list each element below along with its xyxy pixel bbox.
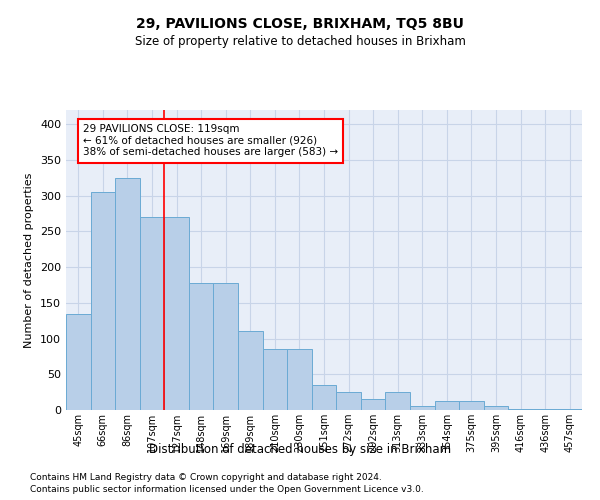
Text: Distribution of detached houses by size in Brixham: Distribution of detached houses by size … [149,442,451,456]
Bar [557,408,582,410]
Bar [459,402,484,410]
Text: Size of property relative to detached houses in Brixham: Size of property relative to detached ho… [134,35,466,48]
Text: Contains HM Land Registry data © Crown copyright and database right 2024.: Contains HM Land Registry data © Crown c… [30,472,382,482]
Bar [287,350,312,410]
Bar [410,406,434,410]
Bar [214,283,238,410]
Bar [115,178,140,410]
Bar [336,392,361,410]
Bar [189,283,214,410]
Text: Contains public sector information licensed under the Open Government Licence v3: Contains public sector information licen… [30,485,424,494]
Bar [508,408,533,410]
Bar [66,314,91,410]
Text: 29 PAVILIONS CLOSE: 119sqm
← 61% of detached houses are smaller (926)
38% of sem: 29 PAVILIONS CLOSE: 119sqm ← 61% of deta… [83,124,338,158]
Bar [312,385,336,410]
Bar [361,400,385,410]
Bar [263,350,287,410]
Y-axis label: Number of detached properties: Number of detached properties [25,172,34,348]
Bar [385,392,410,410]
Bar [484,406,508,410]
Bar [434,402,459,410]
Bar [164,217,189,410]
Bar [533,408,557,410]
Bar [91,192,115,410]
Bar [238,332,263,410]
Text: 29, PAVILIONS CLOSE, BRIXHAM, TQ5 8BU: 29, PAVILIONS CLOSE, BRIXHAM, TQ5 8BU [136,18,464,32]
Bar [140,217,164,410]
